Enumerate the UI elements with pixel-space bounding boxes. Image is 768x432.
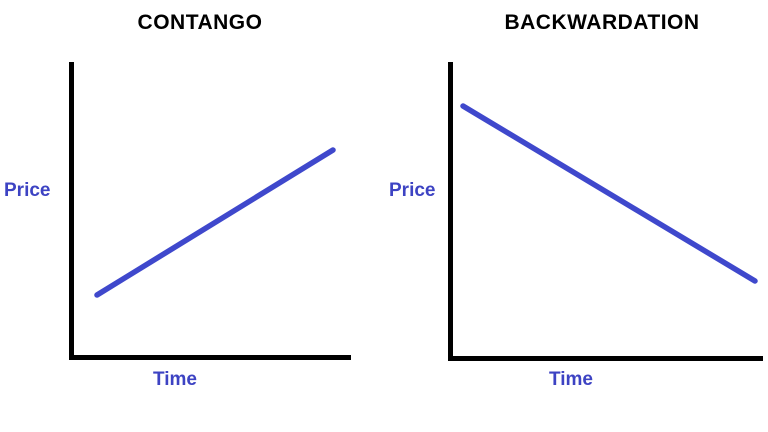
chart-title-backwardation: BACKWARDATION: [504, 11, 700, 34]
left-x-axis-label: Time: [152, 369, 197, 390]
contango-price-line: [94, 147, 336, 298]
chart-title-contango: CONTANGO: [137, 11, 263, 34]
right-x-axis-label: Time: [548, 369, 593, 390]
right-y-axis-label: Price: [389, 180, 436, 201]
left-y-axis-label: Price: [4, 180, 51, 201]
backwardation-price-line: [460, 103, 758, 284]
